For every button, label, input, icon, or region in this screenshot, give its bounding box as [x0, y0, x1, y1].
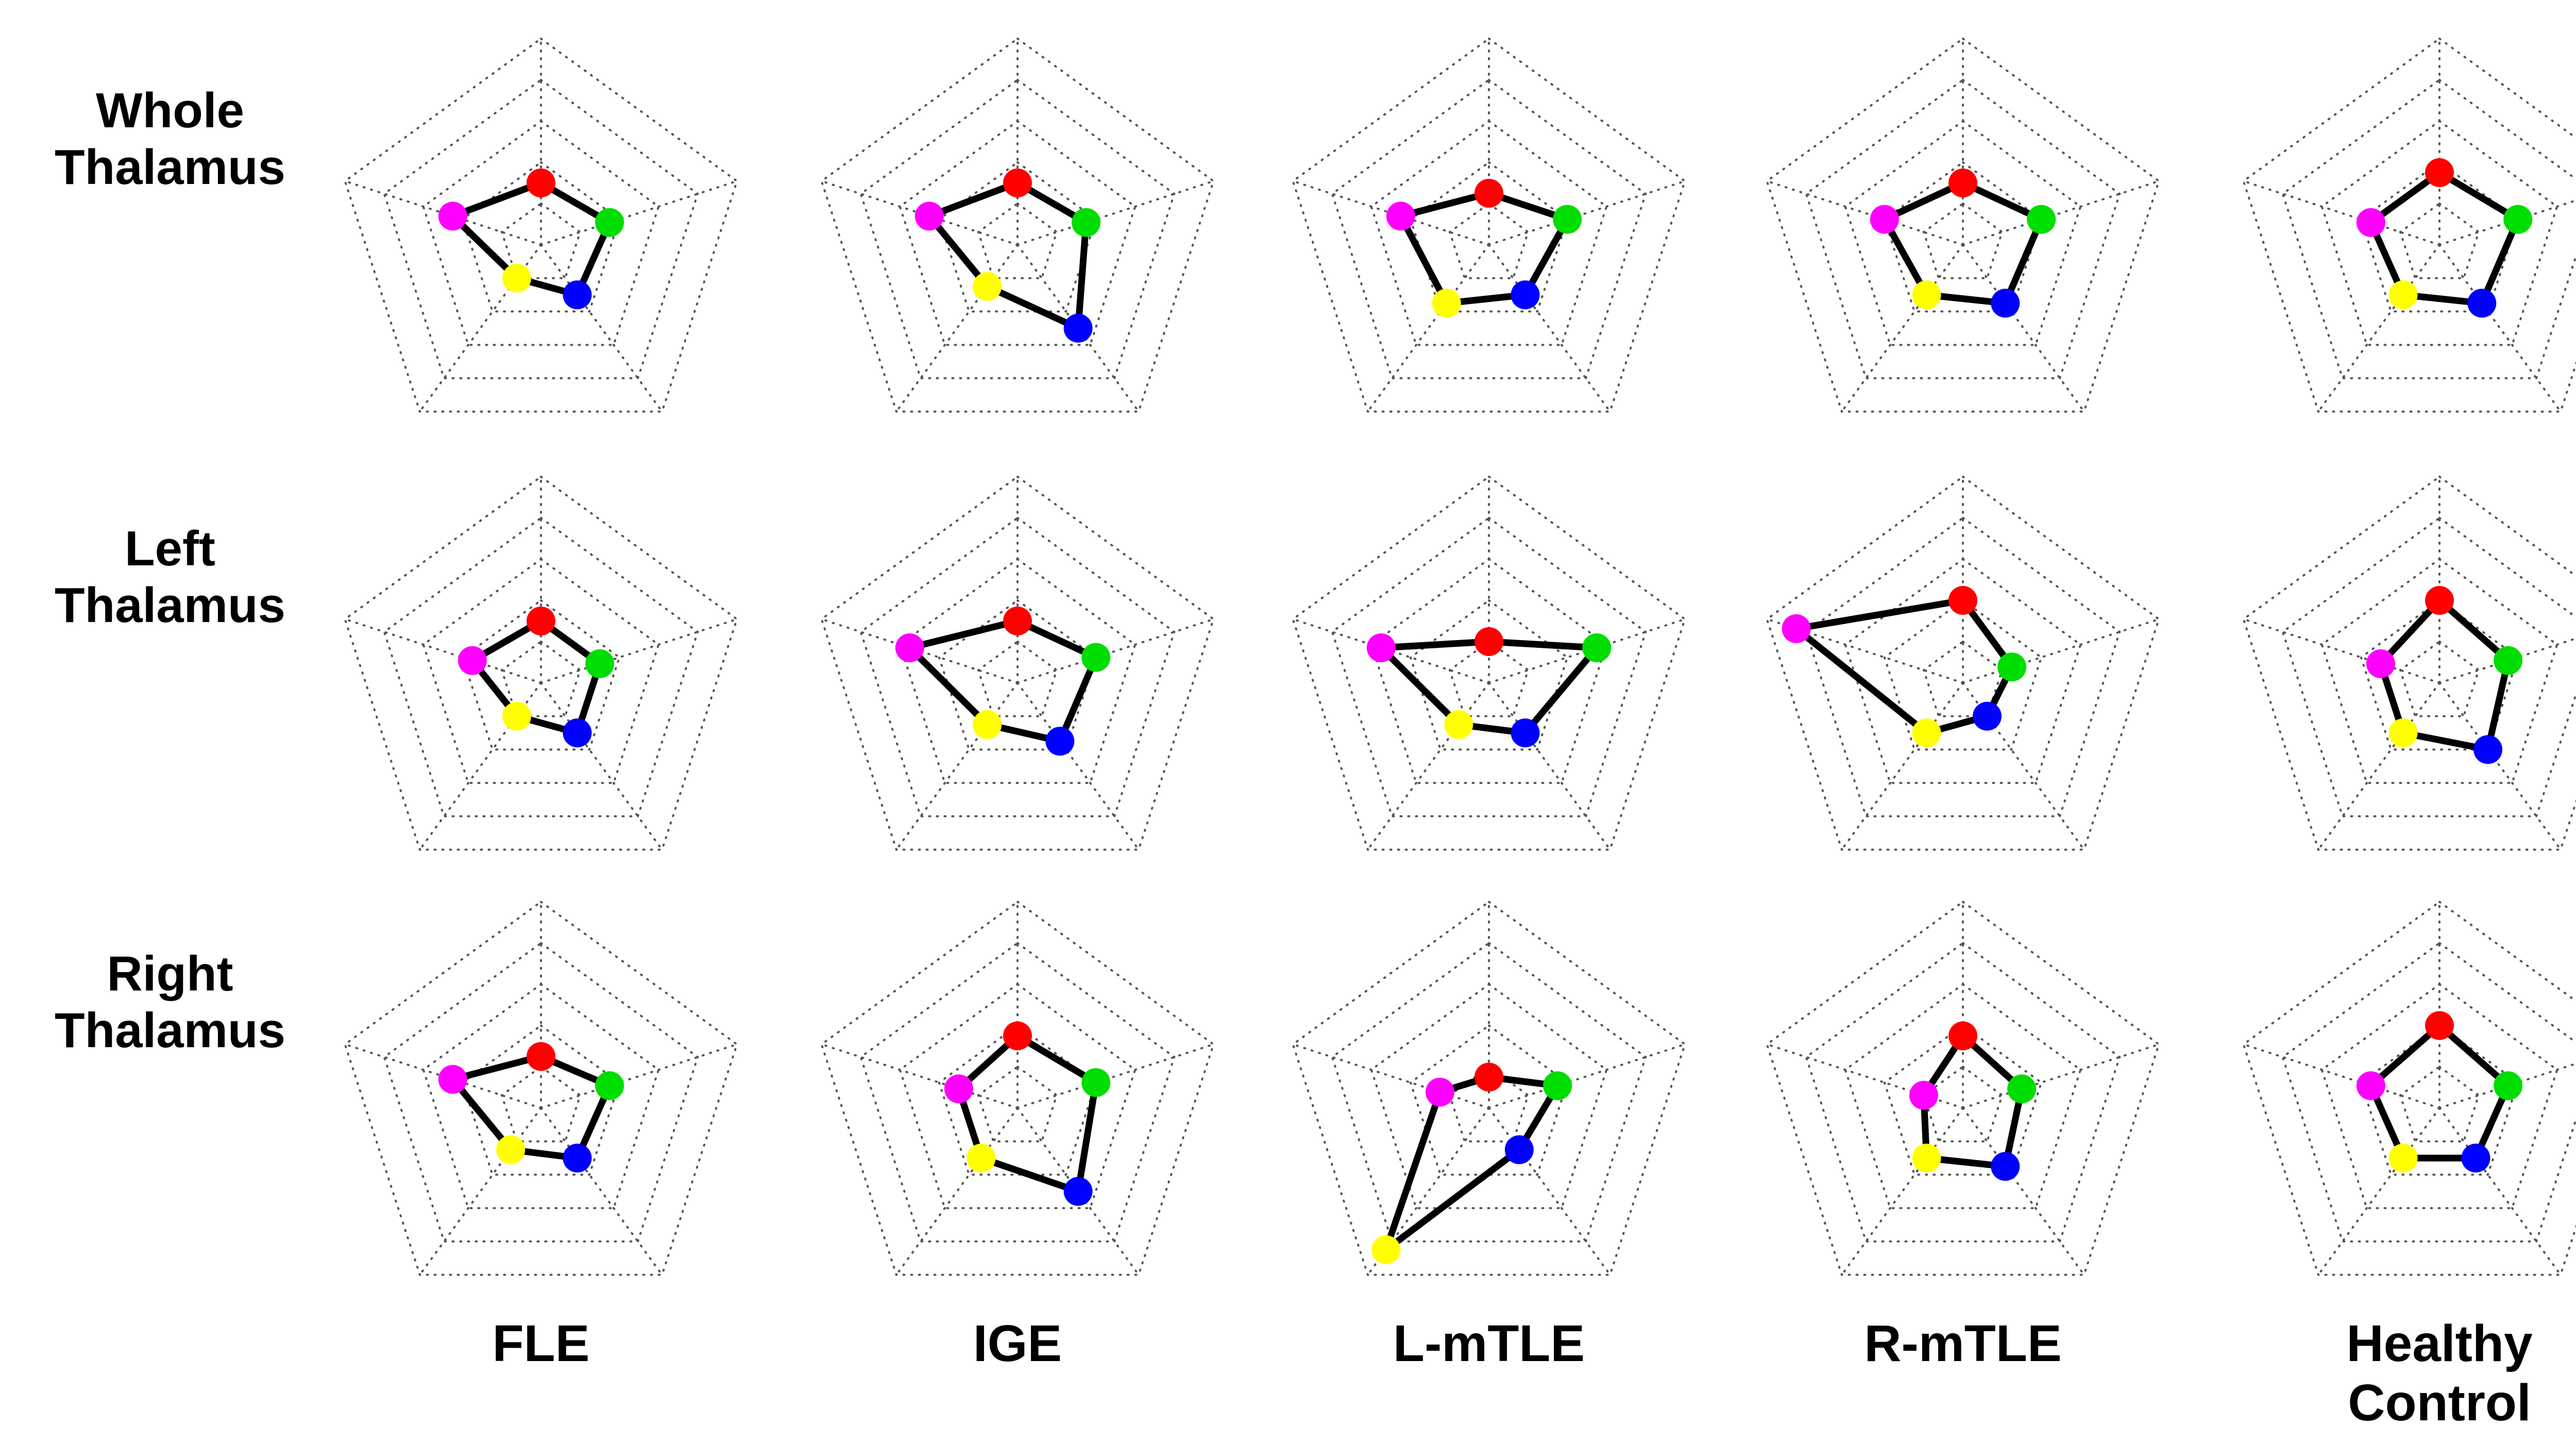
col-label-fle: FLE	[492, 1315, 590, 1372]
radar-left-thalamus-r-mtle	[1747, 456, 2179, 879]
radar-whole-thalamus-l-mtle	[1273, 18, 1705, 441]
row-label-right-thalamus: Right Thalamus	[54, 946, 286, 1059]
radar-whole-thalamus-r-mtle	[1747, 18, 2179, 441]
radar-right-thalamus-fle	[325, 881, 757, 1304]
radar-whole-thalamus-fle	[325, 18, 757, 441]
radar-right-thalamus-r-mtle	[1747, 881, 2179, 1304]
radar-right-thalamus-healthy-control	[2223, 881, 2576, 1304]
radar-chart	[2242, 900, 2576, 1276]
radar-chart	[1292, 900, 1686, 1276]
radar-chart	[344, 900, 738, 1276]
radar-whole-thalamus-healthy-control	[2223, 18, 2576, 441]
col-label-ige: IGE	[973, 1315, 1062, 1372]
radar-right-thalamus-l-mtle	[1273, 881, 1705, 1304]
radar-chart	[820, 475, 1215, 851]
radar-chart	[1292, 37, 1686, 413]
radar-chart	[344, 475, 738, 851]
radar-chart	[1292, 475, 1686, 851]
row-label-left-thalamus: Left Thalamus	[54, 521, 286, 633]
radar-chart	[1766, 475, 2160, 851]
col-label-l-mtle: L-mTLE	[1393, 1315, 1585, 1372]
radar-whole-thalamus-ige	[801, 18, 1234, 441]
radar-left-thalamus-healthy-control	[2223, 456, 2576, 879]
col-label-healthy-control: Healthy Control	[2346, 1315, 2533, 1432]
radar-left-thalamus-l-mtle	[1273, 456, 1705, 879]
row-label-whole-thalamus: Whole Thalamus	[54, 83, 286, 195]
radar-chart	[344, 37, 738, 413]
radar-chart	[1766, 37, 2160, 413]
col-label-r-mtle: R-mTLE	[1864, 1315, 2062, 1372]
radar-chart	[2242, 475, 2576, 851]
radar-chart	[1766, 900, 2160, 1276]
radar-left-thalamus-ige	[801, 456, 1234, 879]
radar-right-thalamus-ige	[801, 881, 1234, 1304]
radar-chart	[2242, 37, 2576, 413]
radar-left-thalamus-fle	[325, 456, 757, 879]
radar-chart	[820, 37, 1215, 413]
radar-chart	[820, 900, 1215, 1276]
